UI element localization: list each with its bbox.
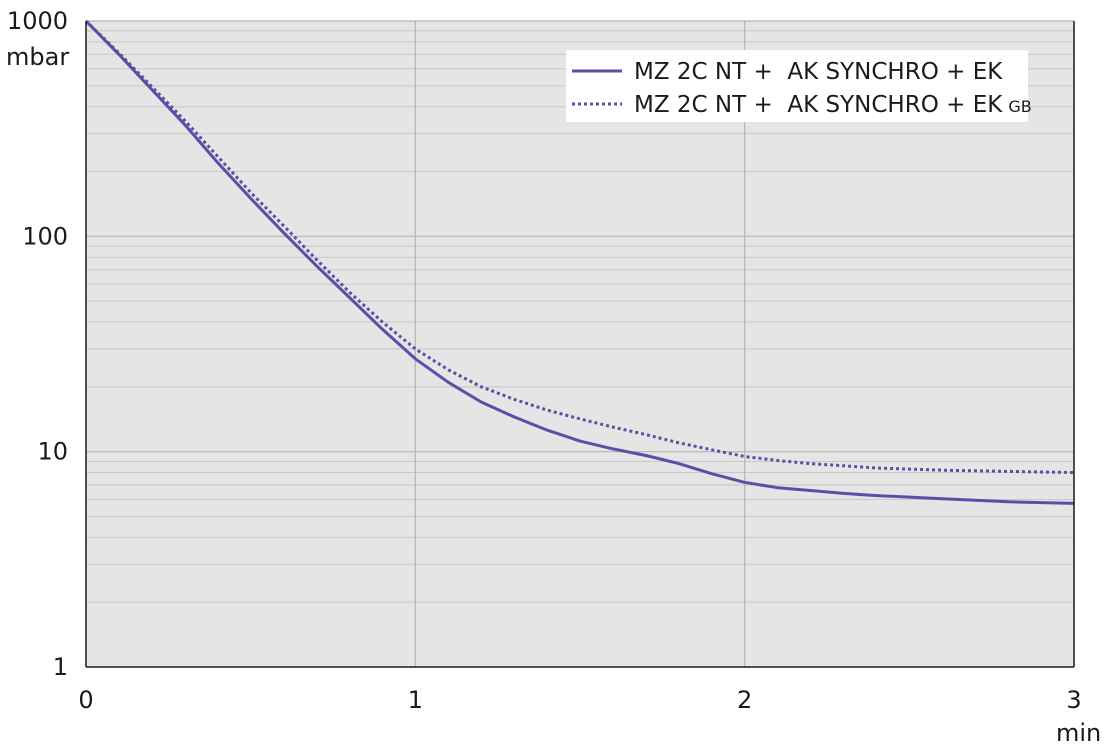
plot-area xyxy=(86,21,1074,667)
y-tick-label: 100 xyxy=(22,222,68,250)
legend: MZ 2C NT + AK SYNCHRO + EK MZ 2C NT + AK… xyxy=(566,50,1032,122)
series-group xyxy=(84,19,1075,505)
legend-label-dotted-sub: GB xyxy=(1008,97,1031,116)
y-tick-label: 1000 xyxy=(7,7,68,35)
y-tick-label: 10 xyxy=(37,438,68,466)
x-tick-label: 3 xyxy=(1066,686,1081,714)
series-line-dotted xyxy=(84,19,1075,474)
x-tick-label: 1 xyxy=(408,686,423,714)
legend-label-solid: MZ 2C NT + AK SYNCHRO + EK xyxy=(634,59,1003,85)
x-tick-label: 2 xyxy=(737,686,752,714)
y-tick-label: 1 xyxy=(53,653,68,681)
legend-label-dotted-main: MZ 2C NT + AK SYNCHRO + EK xyxy=(634,92,1003,118)
x-tick-labels: 0 1 2 3 xyxy=(78,686,1081,714)
series-line-solid xyxy=(84,19,1075,505)
y-tick-labels: 1000 100 10 1 xyxy=(7,7,68,681)
legend-box xyxy=(566,50,1028,122)
legend-label-dotted: MZ 2C NT + AK SYNCHRO + EK GB xyxy=(634,92,1032,118)
x-tick-label: 0 xyxy=(78,686,93,714)
y-unit-label: mbar xyxy=(6,43,69,71)
major-grid xyxy=(86,20,1074,667)
x-unit-label: min xyxy=(1056,719,1101,747)
